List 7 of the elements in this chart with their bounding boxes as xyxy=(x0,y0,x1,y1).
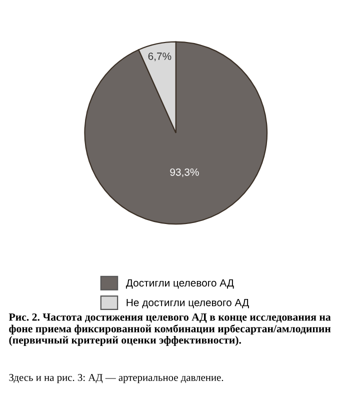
text: Здесь и на рис. 3: АД — артериальное давление. xyxy=(9,374,224,384)
pie-slice xyxy=(84,41,268,225)
data-label: 93,3% xyxy=(170,168,199,178)
legend-label: Не достигли целевого АД xyxy=(126,298,249,308)
text: Рис. 2. Частота достижения целевого АД в конце исследования на фоне приема фиксированной комбинации ирбесартан/амлодипин (первичный критерий оценки эффективности). xyxy=(8,313,331,346)
data-label: 6,7% xyxy=(148,52,172,62)
legend-label: Достигли целевого АД xyxy=(126,279,234,289)
